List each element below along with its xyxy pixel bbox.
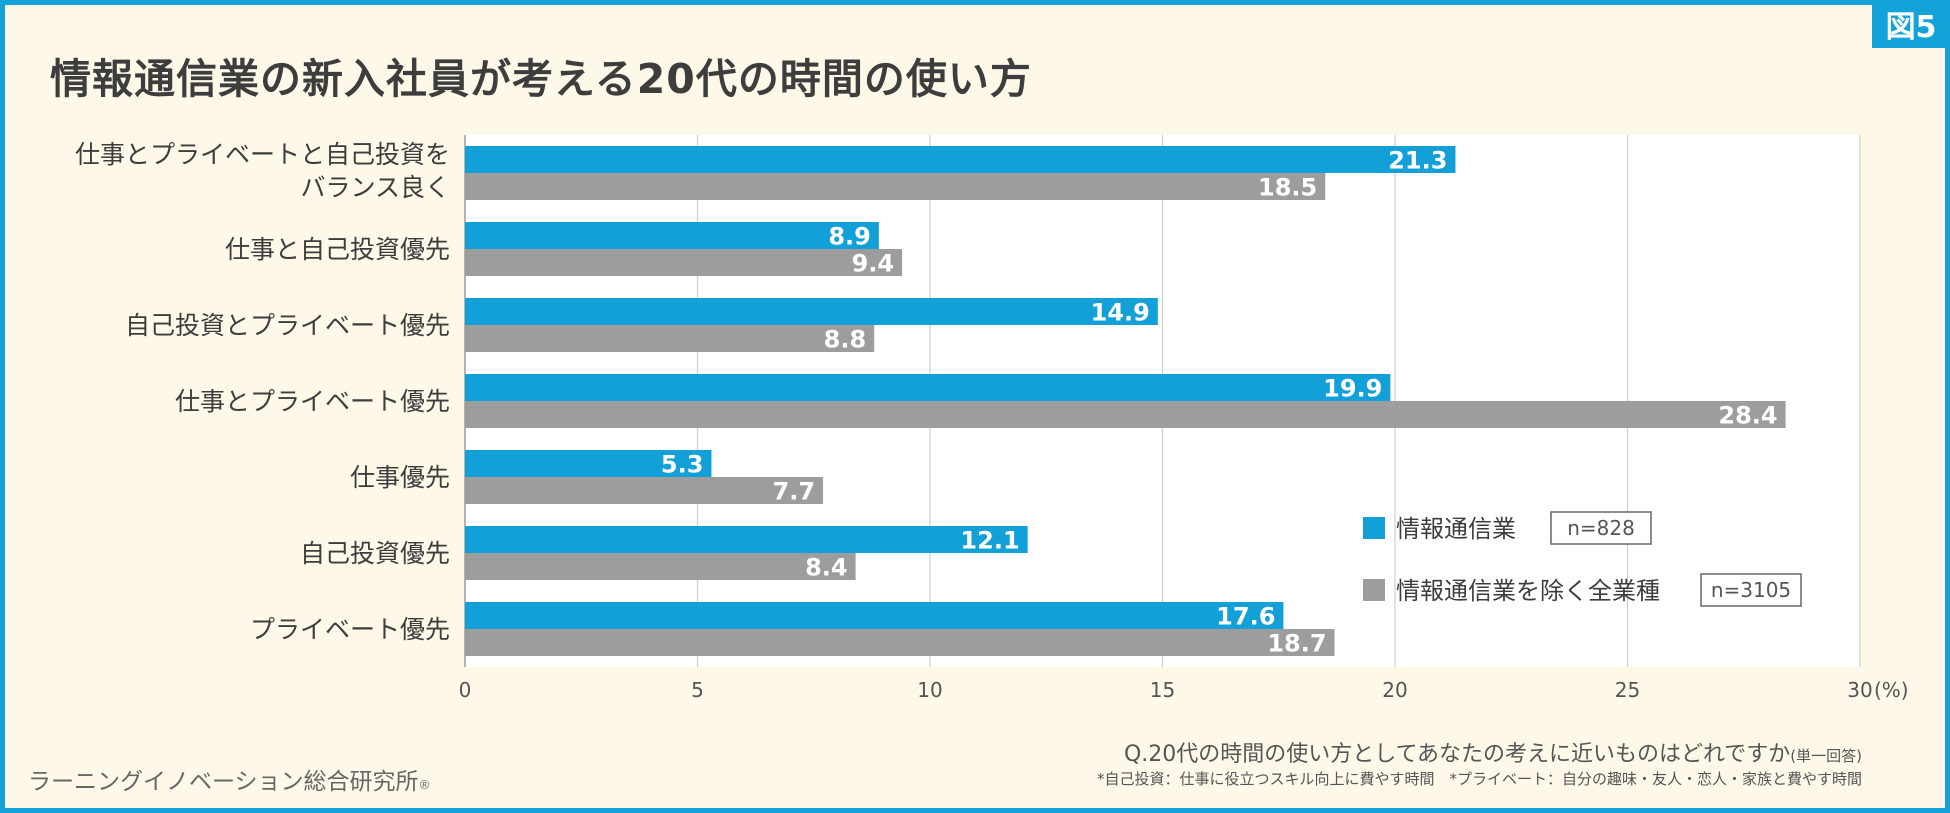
category-label: 仕事とプライベート優先 — [175, 387, 450, 416]
data-label: 8.4 — [805, 554, 848, 582]
category-label: 自己投資優先 — [300, 539, 450, 568]
registered-mark: ® — [418, 778, 431, 792]
category-label: 仕事とプライベートと自己投資を — [75, 140, 450, 169]
data-label: 18.5 — [1258, 174, 1317, 202]
data-label: 17.6 — [1216, 603, 1275, 631]
bar-all-industries — [465, 629, 1335, 656]
bar-all-industries — [465, 249, 903, 276]
data-label: 5.3 — [661, 451, 704, 479]
data-label: 19.9 — [1323, 375, 1382, 403]
legend-label: 情報通信業 — [1396, 515, 1516, 543]
bar-info-comm — [465, 298, 1158, 325]
bar-all-industries — [465, 553, 856, 580]
data-label: 7.7 — [773, 478, 816, 506]
legend-swatch — [1363, 579, 1385, 601]
x-tick-label: 10 — [917, 678, 942, 702]
data-label: 9.4 — [852, 250, 895, 278]
data-label: 8.8 — [824, 326, 867, 354]
question-suffix: (単一回答) — [1790, 747, 1862, 765]
data-label: 14.9 — [1091, 299, 1150, 327]
bar-info-comm — [465, 374, 1391, 401]
bar-all-industries — [465, 173, 1326, 200]
chart-title: 情報通信業の新入社員が考える20代の時間の使い方 — [50, 55, 1032, 103]
x-tick-label: 5 — [691, 678, 704, 702]
x-tick-label: 30 — [1847, 678, 1872, 702]
bar-info-comm — [465, 222, 879, 249]
legend-n-box — [1550, 511, 1652, 545]
definition-note: *自己投資：仕事に役立つスキル向上に費やす時間 *プライベート：自分の趣味・友人… — [1096, 770, 1862, 788]
figure-number-badge: 図5 — [1872, 0, 1950, 48]
x-tick-label: 0 — [459, 678, 472, 702]
credit-text: ラーニングイノベーション総合研究所 — [28, 769, 419, 795]
data-label: 21.3 — [1388, 147, 1447, 175]
category-label: 自己投資とプライベート優先 — [125, 311, 450, 340]
bar-info-comm — [465, 450, 712, 477]
legend-sample-size: n=3105 — [1711, 578, 1791, 602]
category-label: バランス良く — [300, 173, 450, 202]
question-text: Q.20代の時間の使い方としてあなたの考えに近いものはどれですか — [1123, 742, 1791, 767]
x-tick-label: 25 — [1615, 678, 1640, 702]
data-label: 12.1 — [960, 527, 1019, 555]
data-label: 18.7 — [1267, 630, 1326, 658]
bar-info-comm — [465, 526, 1028, 553]
category-label: 仕事優先 — [350, 463, 450, 492]
bar-all-industries — [465, 325, 875, 352]
source-credit: ラーニングイノベーション総合研究所® — [28, 762, 431, 796]
legend-sample-size: n=828 — [1567, 516, 1635, 540]
legend-n-box — [1700, 573, 1802, 607]
bar-all-industries — [465, 477, 824, 504]
legend-label: 情報通信業を除く全業種 — [1396, 577, 1660, 605]
bar-info-comm — [465, 146, 1456, 173]
legend-swatch — [1363, 517, 1385, 539]
category-label: プライベート優先 — [250, 615, 450, 644]
data-label: 28.4 — [1718, 402, 1777, 430]
bar-info-comm — [465, 602, 1284, 629]
data-label: 8.9 — [828, 223, 871, 251]
x-unit-label: (%) — [1874, 678, 1909, 702]
bar-all-industries — [465, 401, 1786, 428]
x-tick-label: 15 — [1150, 678, 1175, 702]
x-tick-label: 20 — [1382, 678, 1407, 702]
category-label: 仕事と自己投資優先 — [225, 235, 450, 264]
survey-question: Q.20代の時間の使い方としてあなたの考えに近いものはどれですか(単一回答) — [1124, 736, 1862, 768]
